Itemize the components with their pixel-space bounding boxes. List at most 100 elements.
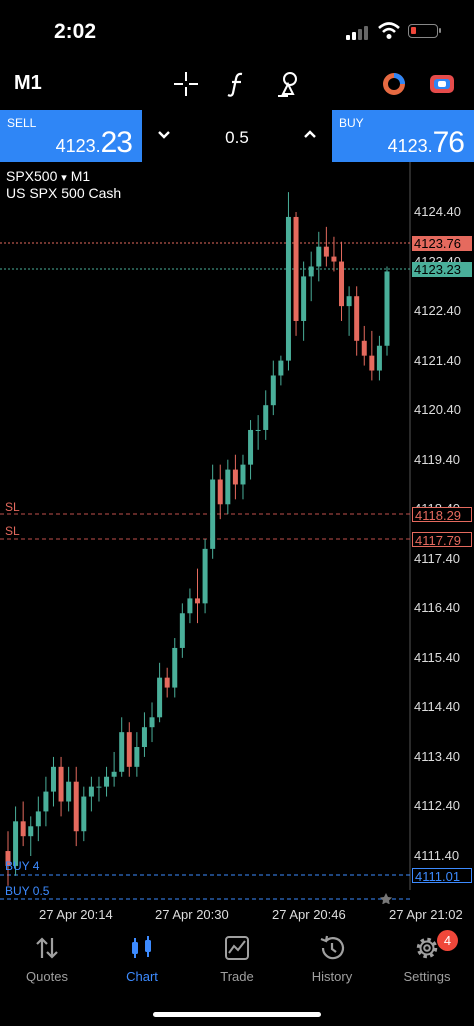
candle-body: [195, 598, 200, 604]
candle-body: [232, 469, 238, 485]
settings-badge: 4: [437, 930, 458, 951]
symbol-dropdown-icon[interactable]: ▾: [61, 172, 67, 184]
candle-body: [255, 429, 261, 431]
candle-body: [308, 266, 314, 277]
candle-body: [157, 677, 163, 718]
candle-body: [81, 796, 87, 832]
candle-body: [43, 791, 49, 812]
buy-line-label-2[interactable]: BUY 0.5: [5, 884, 50, 898]
price-tick-label: 4117.40: [414, 550, 461, 566]
buy-label: BUY: [339, 116, 364, 130]
candle-body: [104, 776, 110, 787]
candle-body: [339, 261, 345, 307]
symbol-title: SPX500 ▾ M1: [6, 168, 91, 184]
candle-body: [369, 355, 375, 371]
candle-body: [346, 296, 352, 307]
price-tick-label: 4120.40: [414, 402, 461, 418]
volume-increase-icon[interactable]: [298, 122, 322, 146]
price-tick-label: 4112.40: [414, 798, 461, 814]
battery-icon: [408, 24, 441, 38]
volume-decrease-icon[interactable]: [152, 122, 176, 146]
sell-label: SELL: [7, 116, 37, 130]
nav-trade-label: Trade: [220, 969, 254, 984]
quotes-icon: [36, 937, 58, 959]
price-tick-label: 4119.40: [414, 451, 461, 467]
time-tick-label: 27 Apr 20:14: [39, 907, 113, 922]
candle-body: [58, 766, 64, 802]
candle-body: [331, 256, 337, 262]
candle-body: [20, 821, 26, 837]
clock-icon[interactable]: [380, 70, 408, 98]
candle-body: [293, 216, 299, 321]
buy-price: 4123.76: [387, 126, 465, 159]
objects-icon[interactable]: [274, 70, 302, 98]
price-tick-label: 4114.40: [414, 699, 461, 715]
nav-history-label: History: [311, 969, 353, 984]
buy-price-tag: 4111.01: [412, 868, 472, 884]
sl-line-label-2[interactable]: SL: [5, 524, 20, 538]
candlestick-chart[interactable]: [0, 162, 474, 904]
nav-chart[interactable]: Chart: [95, 930, 189, 990]
home-indicator[interactable]: [153, 1012, 321, 1017]
nav-chart-label: Chart: [126, 969, 158, 984]
price-tick-label: 4113.40: [414, 748, 461, 764]
candle-body: [240, 464, 246, 485]
candle-body: [270, 375, 276, 406]
candle-body: [323, 246, 329, 257]
function-icon[interactable]: [223, 70, 251, 98]
sell-button[interactable]: SELL 4123.23: [0, 110, 142, 162]
wifi-icon: [378, 22, 400, 39]
nav-quotes[interactable]: Quotes: [0, 930, 94, 990]
bid-price-tag: 4123.23: [412, 262, 472, 277]
candle-body: [263, 405, 269, 430]
candle-body: [361, 340, 367, 356]
candle-body: [66, 781, 72, 802]
nav-history[interactable]: History: [285, 930, 379, 990]
candle-body: [217, 479, 223, 505]
symbol-description: US SPX 500 Cash: [6, 185, 122, 201]
candle-body: [134, 747, 140, 767]
candle-body: [149, 717, 155, 728]
candle-body: [316, 246, 322, 267]
candle-body: [50, 766, 56, 792]
candle-body: [88, 786, 94, 797]
candle-body: [164, 677, 170, 688]
price-tick-label: 4121.40: [414, 352, 461, 368]
candle-body: [35, 811, 41, 827]
chart-shift-icon: [380, 893, 392, 904]
crosshair-icon[interactable]: [172, 70, 200, 98]
candle-body: [187, 598, 193, 614]
time-tick-label: 27 Apr 20:30: [155, 907, 229, 922]
candle-body: [28, 826, 34, 837]
price-tick-label: 4122.40: [414, 303, 461, 319]
candle-body: [119, 732, 125, 772]
candle-body: [384, 271, 390, 346]
nav-quotes-label: Quotes: [26, 969, 68, 984]
sl-price-tag-2: 4117.79: [412, 532, 472, 548]
switch-icon[interactable]: [428, 70, 456, 98]
buy-line-label-1[interactable]: BUY 4: [5, 859, 40, 873]
candle-body: [354, 296, 360, 341]
price-tick-label: 4124.40: [414, 204, 461, 219]
timeframe-button[interactable]: M1: [14, 72, 42, 94]
nav-trade[interactable]: Trade: [190, 930, 284, 990]
sl-price-tag-1: 4118.29: [412, 507, 472, 523]
trade-icon: [225, 936, 249, 960]
volume-value[interactable]: 0.5: [225, 128, 249, 147]
signal-icon: [346, 26, 370, 40]
nav-settings[interactable]: Settings: [380, 930, 474, 990]
candle-body: [96, 786, 102, 788]
candle-body: [376, 345, 382, 371]
candle-body: [202, 548, 208, 604]
candle-body: [278, 360, 284, 376]
candle-body: [172, 647, 178, 688]
candle-body: [301, 276, 307, 321]
sl-line-label-1[interactable]: SL: [5, 500, 20, 514]
ask-price-tag: 4123.76: [412, 236, 472, 251]
nav-settings-label: Settings: [403, 969, 451, 984]
candle-body: [5, 851, 11, 866]
price-tick-label: 4116.40: [414, 600, 461, 616]
settings-icon: [416, 937, 438, 959]
buy-button[interactable]: BUY 4123.76: [332, 110, 474, 162]
sell-price: 4123.23: [55, 126, 133, 159]
